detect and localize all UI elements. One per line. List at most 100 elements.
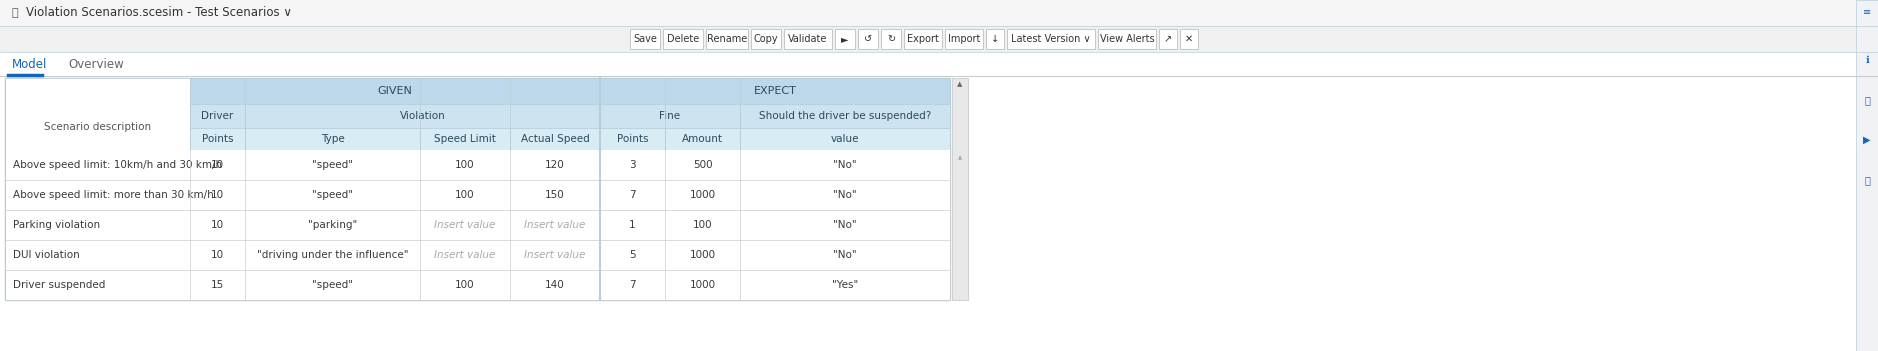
Text: Driver: Driver xyxy=(201,111,233,121)
Text: 🔒: 🔒 xyxy=(11,8,19,18)
Text: 10: 10 xyxy=(210,190,223,200)
Bar xyxy=(0,52,1878,76)
Text: 150: 150 xyxy=(545,190,565,200)
Text: ↻: ↻ xyxy=(886,34,896,44)
Bar xyxy=(1855,0,1878,351)
Text: 1: 1 xyxy=(629,220,637,230)
Bar xyxy=(751,29,781,49)
Text: Import: Import xyxy=(948,34,980,44)
Text: ↗: ↗ xyxy=(1164,34,1172,44)
Text: Overview: Overview xyxy=(68,58,124,71)
Text: View Alerts: View Alerts xyxy=(1101,34,1155,44)
Bar xyxy=(6,78,190,150)
Text: "Yes": "Yes" xyxy=(832,280,858,290)
Text: 100: 100 xyxy=(454,280,475,290)
Text: Amount: Amount xyxy=(682,134,723,144)
Bar xyxy=(663,29,702,49)
Text: 3: 3 xyxy=(629,160,637,170)
Bar xyxy=(599,128,665,150)
Text: 7: 7 xyxy=(629,190,637,200)
Text: Above speed limit: more than 30 km/h: Above speed limit: more than 30 km/h xyxy=(13,190,214,200)
Bar xyxy=(6,78,950,300)
Bar xyxy=(190,128,244,150)
Text: "speed": "speed" xyxy=(312,160,353,170)
Bar xyxy=(1099,29,1157,49)
Bar xyxy=(986,29,1005,49)
Text: ✕: ✕ xyxy=(1185,34,1193,44)
Bar xyxy=(903,29,943,49)
Text: 100: 100 xyxy=(454,160,475,170)
Bar xyxy=(599,78,950,104)
Text: ≡: ≡ xyxy=(1863,7,1870,17)
Text: "No": "No" xyxy=(834,190,856,200)
Text: 5: 5 xyxy=(629,250,637,260)
Text: Validate: Validate xyxy=(789,34,828,44)
Text: "parking": "parking" xyxy=(308,220,357,230)
Bar xyxy=(511,128,599,150)
Text: "No": "No" xyxy=(834,220,856,230)
Text: 15: 15 xyxy=(210,280,223,290)
Bar xyxy=(244,128,421,150)
Text: "speed": "speed" xyxy=(312,190,353,200)
Text: 140: 140 xyxy=(545,280,565,290)
Bar xyxy=(665,128,740,150)
Bar xyxy=(244,104,599,128)
Bar xyxy=(599,104,740,128)
Text: Insert value: Insert value xyxy=(434,220,496,230)
Text: 500: 500 xyxy=(693,160,712,170)
Text: ℹ: ℹ xyxy=(1865,55,1869,65)
Text: 1000: 1000 xyxy=(689,280,716,290)
Text: EXPECT: EXPECT xyxy=(753,86,796,96)
Text: GIVEN: GIVEN xyxy=(377,86,413,96)
Text: 1000: 1000 xyxy=(689,190,716,200)
Bar xyxy=(740,104,950,128)
Text: ▲: ▲ xyxy=(958,155,962,160)
Bar xyxy=(783,29,832,49)
Text: Insert value: Insert value xyxy=(524,220,586,230)
Text: Should the driver be suspended?: Should the driver be suspended? xyxy=(759,111,931,121)
Text: Violation Scenarios.scesim - Test Scenarios ∨: Violation Scenarios.scesim - Test Scenar… xyxy=(26,7,291,20)
Bar xyxy=(881,29,901,49)
Text: 10: 10 xyxy=(210,250,223,260)
Text: Export: Export xyxy=(907,34,939,44)
Bar xyxy=(1007,29,1095,49)
Text: Delete: Delete xyxy=(667,34,699,44)
Text: Insert value: Insert value xyxy=(434,250,496,260)
Bar xyxy=(0,26,1878,52)
Bar xyxy=(740,128,950,150)
Bar xyxy=(629,29,659,49)
Text: Driver suspended: Driver suspended xyxy=(13,280,105,290)
Text: "No": "No" xyxy=(834,160,856,170)
Text: Save: Save xyxy=(633,34,657,44)
Bar xyxy=(190,78,599,104)
Bar xyxy=(1159,29,1178,49)
Text: 100: 100 xyxy=(454,190,475,200)
Text: 1000: 1000 xyxy=(689,250,716,260)
Text: 7: 7 xyxy=(629,280,637,290)
Text: "No": "No" xyxy=(834,250,856,260)
Text: ▲: ▲ xyxy=(958,81,963,87)
Text: 10: 10 xyxy=(210,160,223,170)
Text: Type: Type xyxy=(321,134,344,144)
Bar xyxy=(6,180,950,210)
Bar xyxy=(836,29,854,49)
Text: Latest Version ∨: Latest Version ∨ xyxy=(1010,34,1091,44)
Text: "speed": "speed" xyxy=(312,280,353,290)
Text: 📊: 📊 xyxy=(1865,175,1870,185)
Bar xyxy=(706,29,747,49)
Bar xyxy=(421,128,511,150)
Text: Above speed limit: 10km/h and 30 km/h: Above speed limit: 10km/h and 30 km/h xyxy=(13,160,222,170)
Bar xyxy=(952,78,967,300)
Text: ↺: ↺ xyxy=(864,34,871,44)
Text: 100: 100 xyxy=(693,220,712,230)
Text: Actual Speed: Actual Speed xyxy=(520,134,590,144)
Text: value: value xyxy=(830,134,860,144)
Text: ▶: ▶ xyxy=(1863,135,1870,145)
Text: Insert value: Insert value xyxy=(524,250,586,260)
Bar xyxy=(858,29,879,49)
Bar xyxy=(6,270,950,300)
Text: Rename: Rename xyxy=(706,34,747,44)
Text: 10: 10 xyxy=(210,220,223,230)
Text: 120: 120 xyxy=(545,160,565,170)
Text: Model: Model xyxy=(11,58,47,71)
